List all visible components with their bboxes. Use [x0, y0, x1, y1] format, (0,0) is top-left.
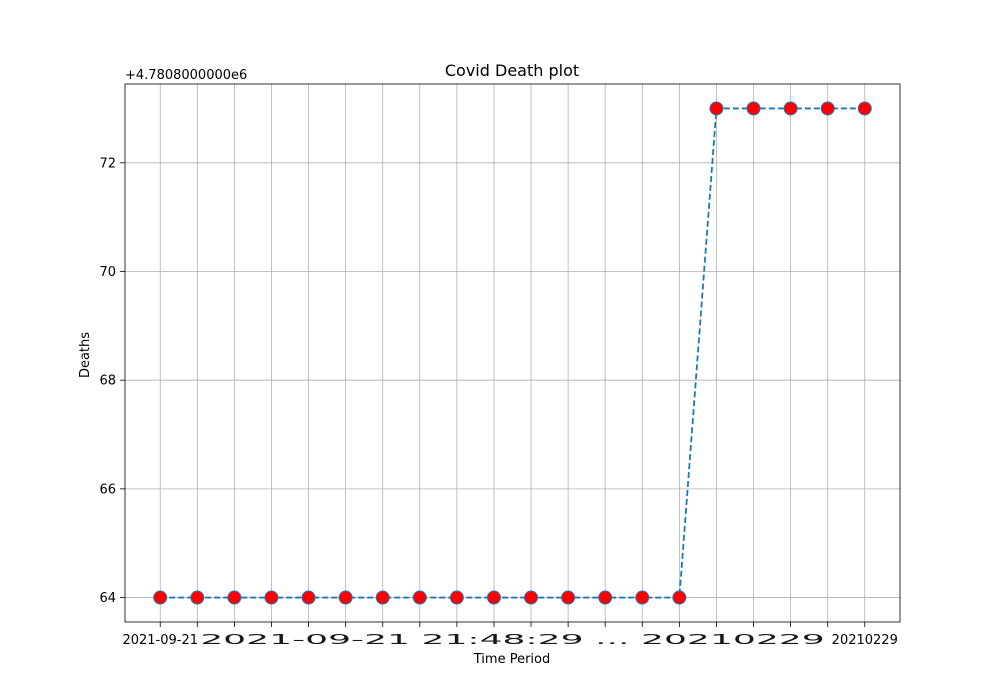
- axes-frame: [124, 83, 901, 623]
- data-point: [190, 590, 205, 605]
- data-point: [783, 101, 798, 116]
- y-tick-label: 68: [99, 374, 116, 389]
- tick-layer: 64 66 68 70 72 2021-09-21 20210229 2021-09-21 2…: [99, 156, 897, 648]
- x-tick-label: 2021-09-21: [122, 633, 198, 648]
- data-point: [375, 590, 390, 605]
- y-tick-label: 72: [99, 156, 116, 171]
- grid-layer: [125, 84, 900, 622]
- x-tick-label: 20210229: [832, 633, 898, 648]
- series-layer: [153, 101, 872, 605]
- x-axis-label: Time Period: [473, 652, 550, 667]
- data-point: [524, 590, 539, 605]
- data-point: [486, 590, 501, 605]
- data-point: [709, 101, 724, 116]
- y-tick-label: 70: [99, 265, 116, 280]
- y-offset-label: +4.7808000000e6: [125, 68, 247, 83]
- data-point: [338, 590, 353, 605]
- y-tick-label: 66: [99, 482, 116, 497]
- data-point: [857, 101, 872, 116]
- data-point: [153, 590, 168, 605]
- data-point: [264, 590, 279, 605]
- data-point: [412, 590, 427, 605]
- data-point: [672, 590, 687, 605]
- data-point: [746, 101, 761, 116]
- data-point: [301, 590, 316, 605]
- data-point: [561, 590, 576, 605]
- data-point: [820, 101, 835, 116]
- y-axis-label: Deaths: [78, 332, 93, 378]
- data-point: [227, 590, 242, 605]
- axes-layer: [124, 83, 901, 623]
- data-point: [598, 590, 613, 605]
- y-tick-label: 64: [99, 591, 116, 606]
- data-point: [449, 590, 464, 605]
- x-tick-label-overlap: 2021-09-21 21:48:29 ... 20210229: [200, 633, 825, 648]
- data-point: [635, 590, 650, 605]
- chart-title: Covid Death plot: [445, 61, 579, 80]
